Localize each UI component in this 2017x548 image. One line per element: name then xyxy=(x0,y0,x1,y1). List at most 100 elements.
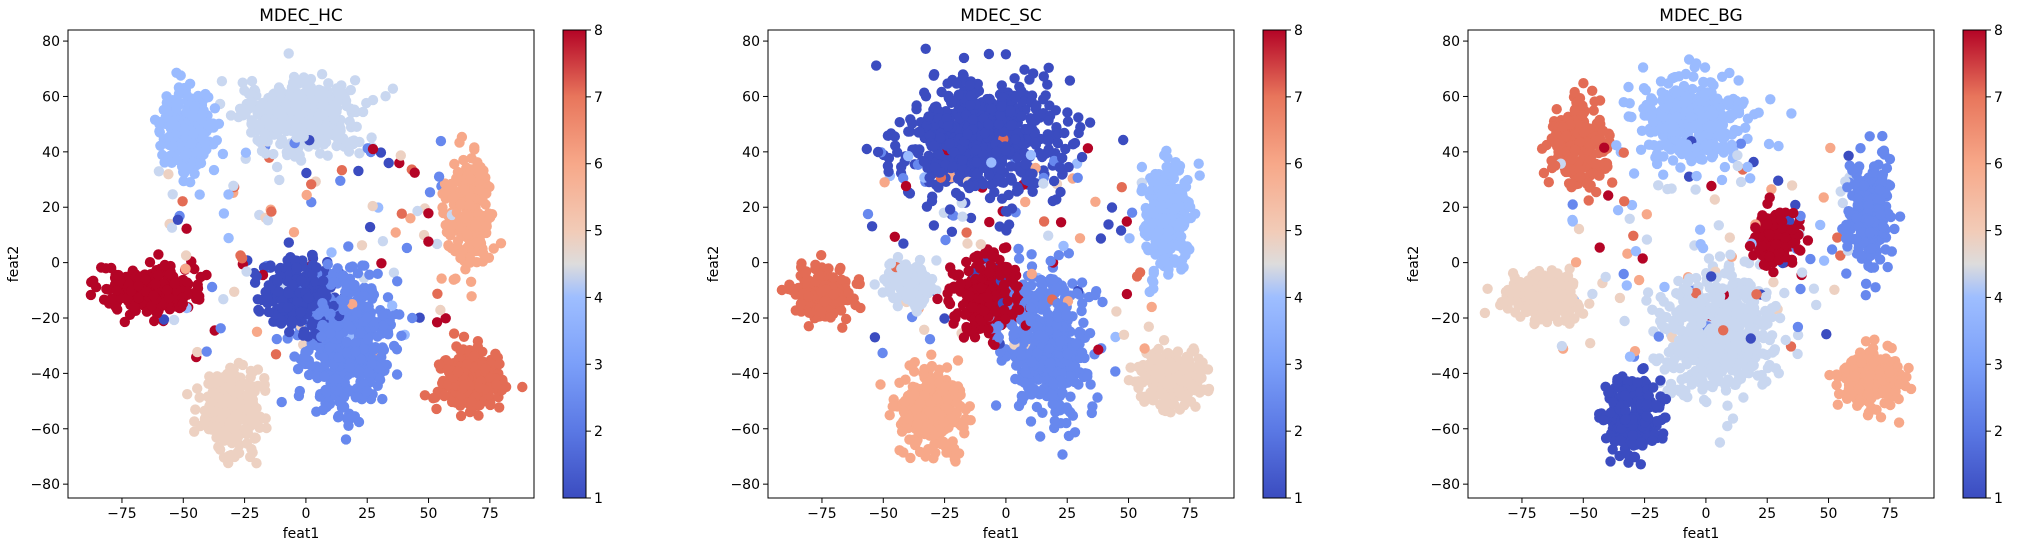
scatter-point xyxy=(485,399,496,411)
scatter-point xyxy=(473,176,484,188)
scatter-point xyxy=(301,101,312,112)
scatter-point xyxy=(189,263,200,275)
scatter-point xyxy=(1043,62,1054,73)
scatter-point xyxy=(364,269,375,280)
scatter-point xyxy=(466,291,477,302)
scatter-point xyxy=(919,324,930,335)
scatter-point xyxy=(292,295,303,306)
scatter-point xyxy=(1181,241,1193,252)
scatter-point xyxy=(225,110,237,121)
scatter-point xyxy=(455,410,467,422)
scatter-point xyxy=(249,432,260,443)
scatter-point xyxy=(931,255,942,266)
scatter-point xyxy=(197,134,208,145)
scatter-point xyxy=(377,393,388,405)
scatter-point xyxy=(158,314,170,325)
scatter-point xyxy=(1143,321,1155,332)
scatter-point xyxy=(140,274,151,285)
scatter-point xyxy=(175,70,186,81)
scatter-point xyxy=(339,295,350,307)
scatter-point xyxy=(1118,329,1130,340)
scatter-point xyxy=(432,288,443,299)
scatter-point xyxy=(353,416,365,428)
scatter-point xyxy=(167,189,178,200)
scatter-point xyxy=(153,249,164,260)
scatter-point xyxy=(266,206,277,217)
scatter-point xyxy=(297,330,309,341)
scatter-point xyxy=(936,86,947,98)
scatter-point xyxy=(1013,184,1024,196)
scatter-point xyxy=(383,329,394,340)
scatter-point xyxy=(950,187,962,199)
scatter-point xyxy=(446,178,457,190)
scatter-point xyxy=(280,120,291,131)
scatter-point xyxy=(305,359,316,371)
scatter-point xyxy=(192,346,203,358)
scatter-point xyxy=(276,134,288,145)
scatter-point xyxy=(260,114,271,126)
scatter-point xyxy=(377,236,389,247)
scatter-point xyxy=(352,268,364,279)
scatter-point xyxy=(372,331,383,342)
scatter-point xyxy=(296,275,307,286)
scatter-point xyxy=(311,371,323,382)
scatter-point xyxy=(445,230,456,241)
scatter-point xyxy=(1124,233,1135,244)
scatter-point xyxy=(239,85,250,96)
y-tick-label: 40 xyxy=(42,145,60,161)
scatter-point xyxy=(424,187,436,198)
scatter-point xyxy=(229,286,240,297)
scatter-point xyxy=(316,69,328,80)
scatter-point xyxy=(1069,137,1081,149)
scatter-point xyxy=(354,148,365,159)
scatter-point xyxy=(101,283,112,295)
scatter-point xyxy=(961,227,972,238)
scatter-point xyxy=(1047,195,1059,207)
scatter-point xyxy=(958,52,970,64)
scatter-point xyxy=(401,242,413,254)
scatter-point xyxy=(409,167,420,178)
scatter-point xyxy=(166,222,178,233)
scatter-point xyxy=(168,314,180,326)
scatter-point xyxy=(442,364,453,375)
scatter-point xyxy=(440,313,451,324)
scatter-point xyxy=(1193,353,1204,364)
scatter-point xyxy=(871,60,882,71)
y-axis-label: feat2 xyxy=(6,246,22,283)
scatter-point xyxy=(1058,240,1069,252)
scatter-point xyxy=(1013,243,1024,255)
scatter-point xyxy=(1139,343,1150,354)
scatter-point xyxy=(448,274,459,285)
scatter-point xyxy=(1013,253,1025,264)
scatter-point xyxy=(1194,170,1205,181)
x-tick-label: 75 xyxy=(481,506,499,522)
scatter-point xyxy=(310,85,322,97)
scatter-point xyxy=(246,410,257,421)
scatter-point xyxy=(356,240,368,251)
scatter-point xyxy=(189,101,200,112)
scatter-point xyxy=(1126,207,1138,218)
scatter-point xyxy=(412,205,423,217)
scatter-point xyxy=(295,306,306,318)
scatter-point xyxy=(85,289,97,301)
scatter-point xyxy=(366,358,377,370)
scatter-point xyxy=(306,320,318,331)
x-tick-label: −50 xyxy=(169,506,199,522)
scatter-point xyxy=(133,292,144,304)
scatter-point xyxy=(229,424,240,435)
scatter-point xyxy=(495,238,507,249)
colorbar-tick-label: 5 xyxy=(594,224,603,240)
scatter-point xyxy=(405,213,416,224)
scatter-point xyxy=(431,317,443,328)
scatter-point xyxy=(1110,366,1121,377)
scatter-point xyxy=(919,87,930,98)
scatter-point xyxy=(273,82,285,93)
scatter-point xyxy=(455,252,466,264)
x-axis-label: feat1 xyxy=(283,526,320,542)
scatter-point xyxy=(914,446,926,458)
scatter-point xyxy=(1065,369,1077,381)
scatter-point xyxy=(272,106,283,118)
scatter-point xyxy=(341,347,353,358)
x-tick-label: −75 xyxy=(107,506,137,522)
